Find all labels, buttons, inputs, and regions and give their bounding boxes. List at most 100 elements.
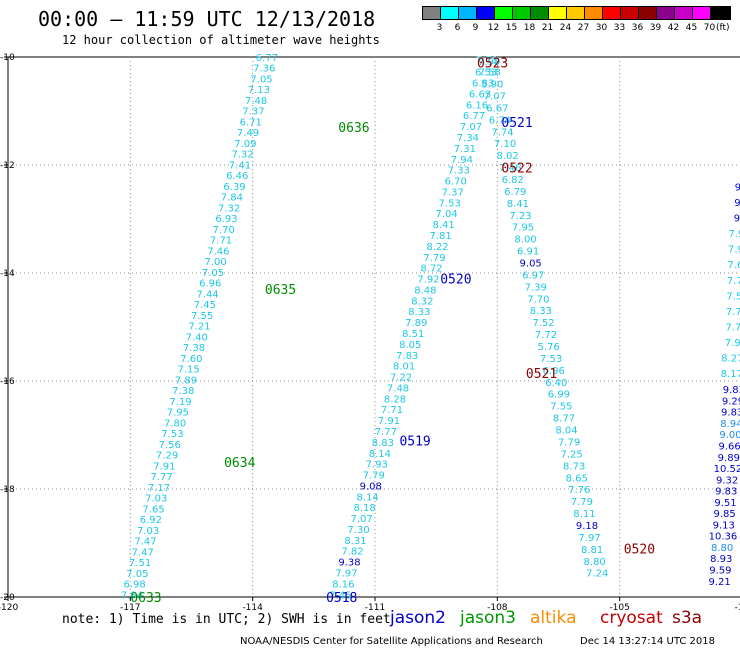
wave-height-value: 9.51: [714, 498, 736, 509]
wave-height-value: 6.97: [522, 270, 544, 281]
wave-height-value: 7.73: [476, 56, 498, 67]
wave-height-value: 7.79: [423, 253, 445, 264]
wave-height-value: 7.94: [451, 155, 473, 166]
wave-height-value: 7.10: [494, 139, 516, 150]
wave-height-value: 7.37: [442, 187, 464, 198]
wave-height-value: 7.07: [460, 122, 482, 133]
wave-height-value: 7.04: [436, 209, 458, 220]
wave-height-value: 9.83: [723, 385, 740, 396]
wave-height-value: 7.22: [390, 373, 412, 384]
wave-height-value: 8.14: [357, 492, 379, 503]
wave-height-value: 7.9: [725, 338, 740, 349]
wave-height-value: 8.01: [393, 362, 415, 373]
wave-height-value: 7.52: [532, 318, 554, 329]
wave-height-value: 7.90: [478, 57, 500, 68]
pass-time-label: 0522: [501, 162, 532, 177]
wave-height-value: 7.70: [213, 225, 235, 236]
wave-height-value: 8.51: [402, 329, 424, 340]
wave-height-value: 6.99: [548, 390, 570, 401]
wave-height-value: 9.59: [709, 566, 731, 577]
wave-height-value: 7.80: [164, 418, 186, 429]
wave-height-value: 7.6: [727, 260, 740, 271]
wave-height-value: 6.74: [489, 115, 511, 126]
wave-height-value: 8.31: [344, 536, 366, 547]
footer-note: note: 1) Time is in UTC; 2) SWH is in fe…: [62, 612, 391, 627]
wave-height-value: 6.63: [469, 89, 491, 100]
wave-height-value: 9.89: [718, 453, 740, 464]
wave-height-value: 8.32: [411, 296, 433, 307]
wave-height-value: 7.74: [491, 127, 513, 138]
wave-height-value: 8.18: [354, 503, 376, 514]
wave-height-value: 7.31: [454, 144, 476, 155]
lon-tick-label: -111: [365, 603, 385, 613]
wave-height-value: 7.7: [725, 322, 740, 333]
wave-height-value: 8.05: [399, 340, 421, 351]
legend-unit: (ft): [716, 23, 730, 33]
wave-height-value: 7.49: [237, 128, 259, 139]
wave-height-value: 7.38: [183, 343, 205, 354]
wave-height-value: 8.80: [584, 557, 606, 568]
lat-tick-label: -12: [0, 161, 15, 171]
wave-height-value: 7.71: [210, 236, 232, 247]
wave-height-value: 7.55: [191, 311, 213, 322]
wave-height-value: 7.76: [568, 485, 590, 496]
wave-height-value: 8.81: [581, 545, 603, 556]
map-title: 00:00 – 11:59 UTC 12/13/2018: [38, 7, 376, 31]
wave-height-value: 7.48: [245, 96, 267, 107]
legend-bin-label: 70: [703, 23, 716, 33]
wave-height-value: 7.34: [457, 133, 479, 144]
wave-height-value: 7.25: [561, 449, 583, 460]
wave-height-value: 6.77: [256, 53, 278, 64]
wave-height-value: 7.13: [248, 85, 270, 96]
wave-height-value: 7.00: [205, 257, 227, 268]
wave-height-value: 7.83: [396, 351, 418, 362]
wave-height-value: 7.95: [512, 223, 534, 234]
lon-tick-label: -117: [120, 603, 140, 613]
wave-height-value: 7.47: [134, 537, 156, 548]
wave-height-value: 9.66: [719, 441, 740, 452]
wave-height-value: 7.81: [429, 231, 451, 242]
wave-height-value: 7.07: [350, 514, 372, 525]
wave-height-value: 8.17: [721, 369, 740, 380]
wave-height-value: 9: [734, 198, 740, 209]
pass-time-label: 0636: [338, 121, 369, 136]
lon-tick-label: -114: [242, 603, 263, 613]
wave-height-value: 7.58: [479, 68, 501, 79]
wave-height-value: 9.08: [360, 481, 382, 492]
wave-height-value: 7.53: [540, 354, 562, 365]
wave-height-value: 8.11: [573, 509, 595, 520]
wave-height-value: 6.91: [517, 247, 539, 258]
wave-height-value: 7.9: [728, 245, 740, 256]
wave-height-value: 7.29: [156, 451, 178, 462]
wave-height-value: 7.7: [726, 307, 740, 318]
generated-timestamp: Dec 14 13:27:14 UTC 2018: [580, 636, 715, 647]
legend-bin-label: 45: [685, 23, 698, 33]
wave-height-value: 7.71: [381, 405, 403, 416]
wave-height-value: 7.97: [578, 533, 600, 544]
wave-height-value: 7.84: [121, 590, 143, 601]
wave-height-value: 7.51: [129, 558, 151, 569]
pass-time-label: 0634: [224, 456, 255, 471]
wave-height-value: 10.36: [709, 532, 738, 543]
satellite-jason3: jason3: [460, 608, 516, 628]
wave-height-value: 9.83: [721, 408, 740, 419]
lon-tick-label: -108: [487, 603, 508, 613]
wave-height-value: 7.77: [151, 472, 173, 483]
wave-height-value: 7.65: [142, 504, 164, 515]
wave-height-value: 10.52: [714, 464, 740, 475]
wave-height-value: 8.04: [555, 426, 577, 437]
wave-height-value: 6.53: [475, 68, 497, 79]
wave-height-value: 6.98: [124, 580, 146, 591]
wave-height-value: 9.85: [713, 509, 735, 520]
wave-height-value: 6.71: [240, 117, 262, 128]
wave-height-value: 7.37: [242, 107, 264, 118]
pass-time-label: 0523: [477, 56, 508, 71]
wave-height-value: 7.46: [207, 246, 229, 257]
wave-height-value: 8.94: [720, 419, 740, 430]
wave-height-value: 7.40: [186, 332, 208, 343]
wave-height-value: 8.14: [369, 449, 391, 460]
lon-tick-label: -10: [735, 603, 740, 613]
wave-height-value: 6.96: [199, 279, 221, 290]
wave-height-value: 7.56: [159, 440, 181, 451]
wave-height-value: 6.40: [545, 378, 567, 389]
